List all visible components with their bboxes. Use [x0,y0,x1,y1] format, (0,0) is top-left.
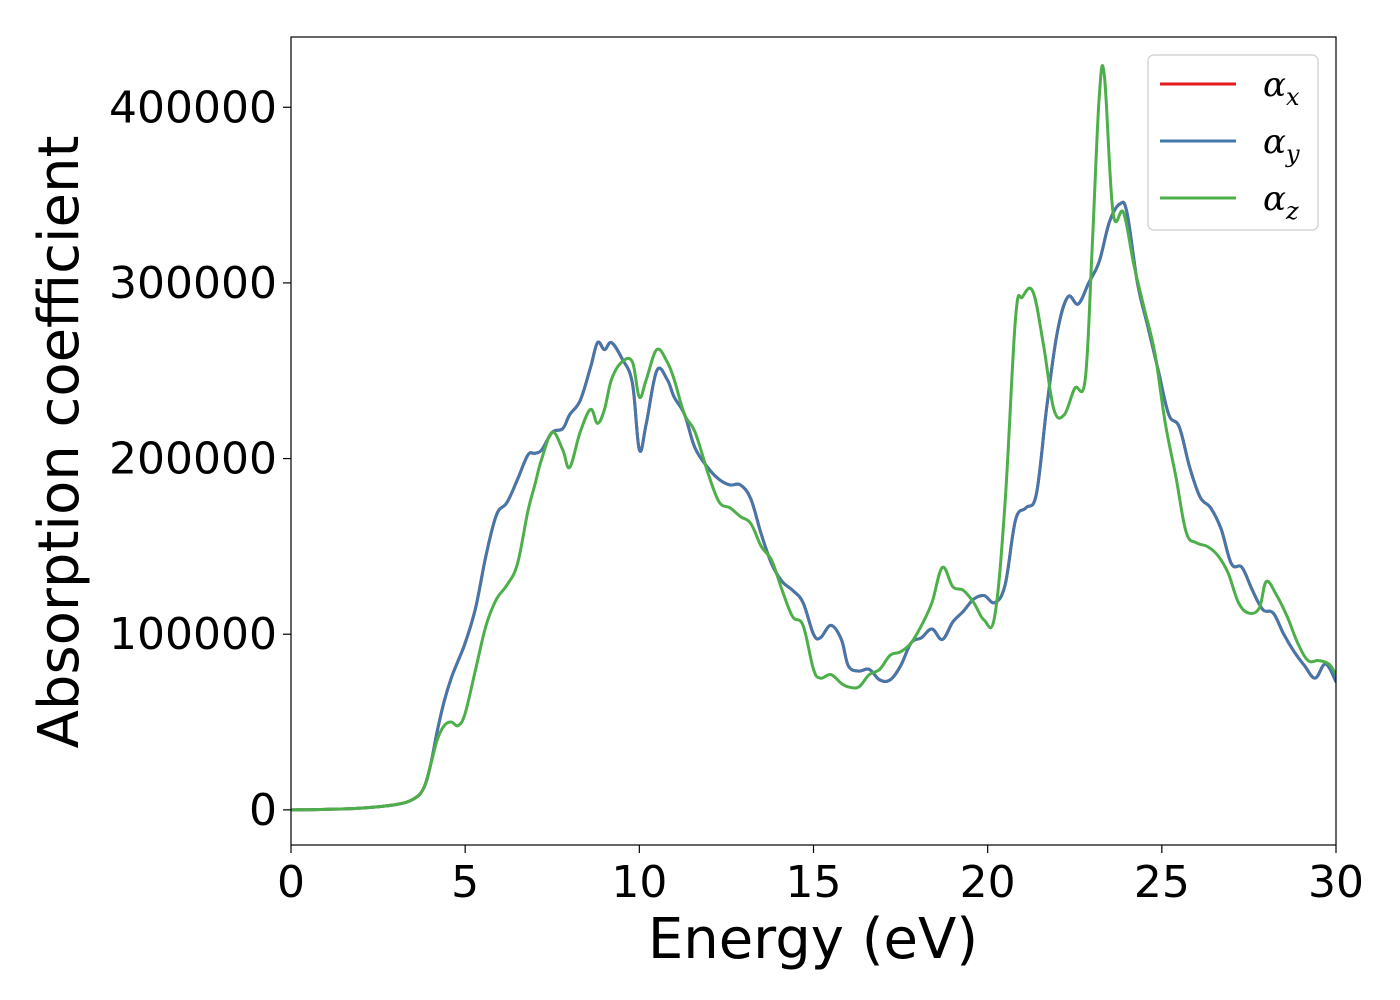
y-axis-label: Absorption coefficient [27,136,92,749]
x-tick-label: 5 [451,857,479,908]
y-tick-label: 0 [249,785,277,836]
x-tick-label: 10 [611,857,667,908]
x-tick-label: 20 [960,857,1016,908]
y-tick-label: 300000 [109,258,277,309]
legend-label-x: αx [1263,65,1300,111]
series-line-z [291,64,1336,812]
x-tick-label: 25 [1134,857,1190,908]
legend-label-y: αy [1263,122,1300,168]
legend: αx αy αz [1147,54,1319,231]
y-tick-label: 100000 [109,609,277,660]
axes: 0 5 10 15 20 25 30 0 100000 200000 300000 400000 [109,36,1364,908]
y-tick-label: 200000 [109,434,277,485]
x-tick-label: 0 [277,857,305,908]
y-tick-label: 400000 [109,82,277,133]
series-line-y [291,200,1336,812]
legend-label-z: αz [1263,179,1299,225]
x-axis-label: Energy (eV) [648,907,978,972]
plot-area [291,64,1336,812]
x-tick-label: 30 [1308,857,1364,908]
x-tick-label: 15 [786,857,842,908]
